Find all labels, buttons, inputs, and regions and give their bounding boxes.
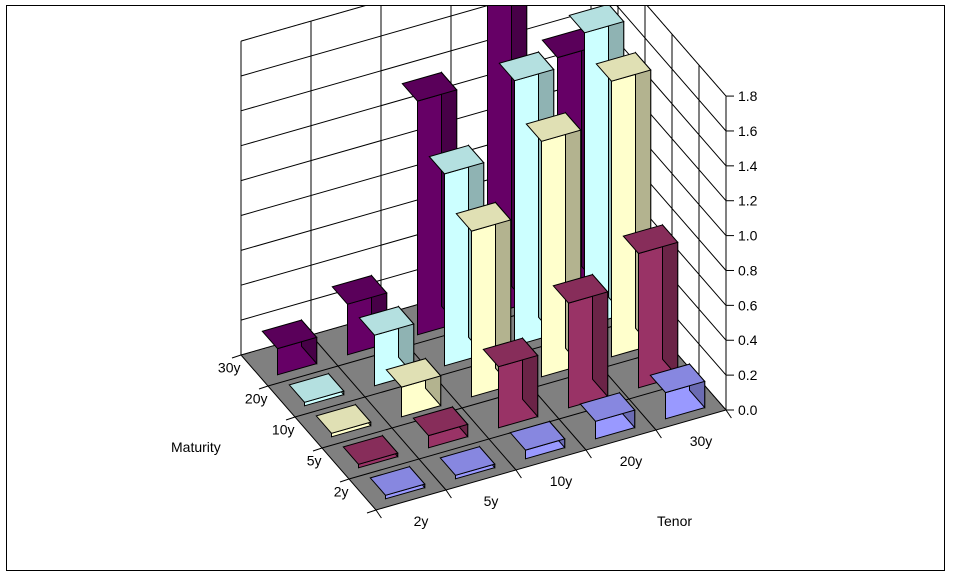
z-tick-label: 1.2 xyxy=(738,193,758,209)
bar-top-face xyxy=(622,224,679,255)
chart-bars xyxy=(261,6,706,500)
bar-top-face xyxy=(509,420,566,451)
tenor-tick-mark xyxy=(655,429,662,439)
bar-10y-2y xyxy=(315,403,372,438)
bar-5y-5y xyxy=(412,405,469,449)
tenor-tick-mark xyxy=(515,469,522,479)
bar-top-face xyxy=(261,319,318,350)
y-axis-label: Maturity xyxy=(171,439,221,455)
bar-20y-2y xyxy=(288,372,345,407)
tenor-tick-mark xyxy=(375,509,382,519)
bar-top-face xyxy=(568,6,625,34)
z-tick-label: 0.0 xyxy=(738,402,758,418)
chart-3d-column: 0.00.20.40.60.81.01.21.41.61.82y5y10y20y… xyxy=(171,6,758,529)
bar-top-face xyxy=(595,52,652,82)
z-gridline xyxy=(240,6,727,97)
bar-top-face xyxy=(552,274,609,304)
bar-5y-10y xyxy=(482,336,539,429)
bar-top-face xyxy=(331,275,388,305)
bar-top-face xyxy=(428,144,485,175)
tenor-tick-label: 2y xyxy=(414,513,429,529)
maturity-tick-label: 30y xyxy=(218,360,241,376)
maturity-tick-mark xyxy=(285,416,296,421)
bar-30y-2y xyxy=(261,318,318,376)
bar-top-face xyxy=(358,306,415,336)
bar-side-face xyxy=(662,223,679,378)
maturity-tick-label: 20y xyxy=(245,391,268,407)
z-tick-label: 0.8 xyxy=(738,262,758,278)
bar-top-face xyxy=(579,392,636,422)
maturity-tick-mark xyxy=(258,385,269,390)
tenor-tick-mark xyxy=(585,449,592,459)
bar-10y-5y xyxy=(385,357,442,418)
bar-2y-5y xyxy=(439,445,496,480)
chart-frame: 0.0 0.2 0.4 0.6 0.8 1.0 1.2 1.4 1.6 1.8 2y 5y 10y 20y… xyxy=(6,5,945,571)
maturity-tick-mark xyxy=(312,447,323,452)
tenor-tick-label: 10y xyxy=(550,473,573,489)
bar-top-face xyxy=(439,446,496,476)
bar-top-face xyxy=(385,358,442,388)
tenor-tick-mark xyxy=(725,409,732,419)
bar-top-face xyxy=(369,466,426,496)
tenor-tick-label: 5y xyxy=(484,493,499,509)
bar-5y-30y xyxy=(622,223,679,389)
z-tick-label: 1.8 xyxy=(738,88,758,104)
z-gridline xyxy=(240,6,727,132)
bar-top-face xyxy=(525,112,582,142)
bar-top-face xyxy=(342,435,399,465)
z-tick-label: 0.6 xyxy=(738,297,758,313)
floor-gridline xyxy=(321,347,673,449)
bar-top-face xyxy=(412,406,469,437)
bar-5y-2y xyxy=(342,434,399,469)
maturity-tick-label: 5y xyxy=(307,453,322,469)
bar-2y-2y xyxy=(369,465,426,500)
bar-top-face xyxy=(482,337,539,368)
bar-2y-10y xyxy=(509,420,566,460)
bar-top-face xyxy=(498,51,555,82)
bar-top-face xyxy=(315,404,372,434)
maturity-tick-mark xyxy=(339,478,350,483)
bar-5y-20y xyxy=(552,273,609,409)
z-tick-label: 0.2 xyxy=(738,367,758,383)
maturity-tick-mark xyxy=(366,509,377,514)
tenor-tick-mark xyxy=(445,489,452,499)
floor-gridline xyxy=(310,334,447,491)
bar-top-face xyxy=(649,363,706,394)
bar-2y-30y xyxy=(649,362,706,420)
bar-top-face xyxy=(401,71,458,102)
tenor-tick-label: 30y xyxy=(690,433,713,449)
z-tick-label: 1.4 xyxy=(738,158,758,174)
chart-ticks: 0.00.20.40.60.81.01.21.41.61.82y5y10y20y… xyxy=(218,88,758,529)
z-tick-label: 1.0 xyxy=(738,228,758,244)
x-axis-label: Tenor xyxy=(657,513,692,529)
maturity-tick-mark xyxy=(231,354,242,359)
maturity-tick-label: 2y xyxy=(334,484,349,500)
z-tick-label: 0.4 xyxy=(738,332,758,348)
maturity-tick-label: 10y xyxy=(272,422,295,438)
bar-top-face xyxy=(455,201,512,232)
bar-2y-20y xyxy=(579,391,636,440)
bar-top-face xyxy=(288,373,345,403)
z-tick-label: 1.6 xyxy=(738,123,758,139)
tenor-tick-label: 20y xyxy=(620,453,643,469)
